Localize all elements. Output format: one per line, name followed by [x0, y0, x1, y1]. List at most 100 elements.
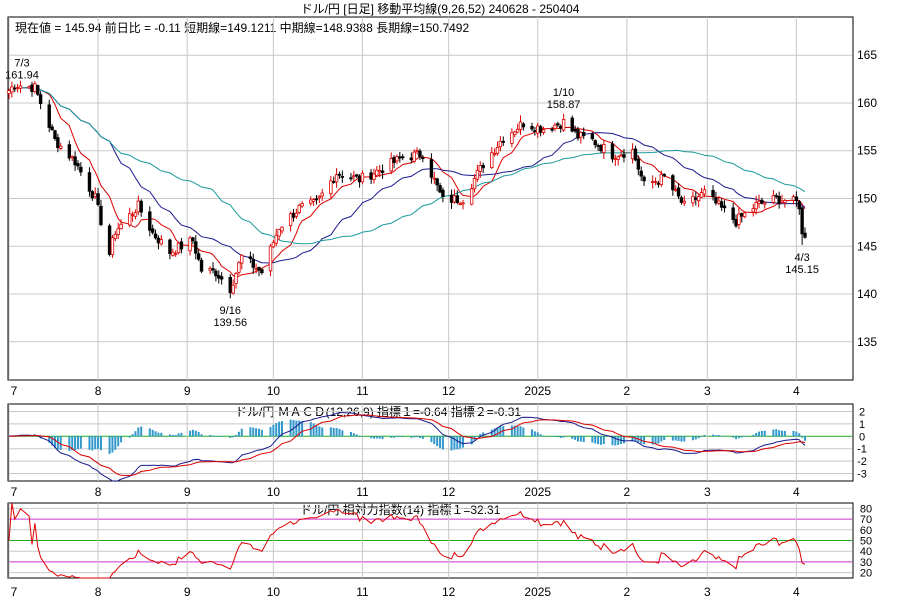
price-tick-label: 135	[857, 335, 877, 349]
x-tick-label: 12	[442, 384, 456, 398]
x-tick-label: 8	[95, 585, 102, 599]
candle-body	[148, 211, 152, 231]
candle-body	[602, 144, 606, 153]
macd-histogram-bar	[657, 436, 660, 444]
macd-histogram-bar	[321, 427, 324, 437]
candle-body	[337, 173, 342, 176]
macd-histogram-bar	[97, 436, 100, 449]
candle-body	[176, 242, 181, 254]
rsi-line	[8, 502, 806, 579]
x-tick-label: 8	[95, 485, 102, 499]
rsi-tick-label: 60	[860, 525, 872, 537]
candle-body	[691, 195, 695, 204]
candle-body	[432, 177, 436, 180]
candle-body	[196, 253, 201, 260]
candle-body	[217, 274, 221, 279]
macd-histogram-bar	[295, 420, 298, 437]
macd-histogram-bar	[775, 429, 778, 437]
x-tick-label: 8	[95, 384, 102, 398]
candle-body	[599, 144, 603, 152]
candle-body	[280, 226, 284, 232]
candle-body	[90, 191, 95, 199]
candle-body	[288, 213, 293, 226]
x-tick-label: 10	[267, 585, 281, 599]
candle-body	[360, 172, 365, 183]
candle-body	[498, 140, 503, 148]
x-tick-label: 11	[356, 384, 369, 398]
candle-body	[475, 170, 480, 180]
macd-histogram-bar	[556, 436, 559, 438]
macd-histogram-bar	[536, 432, 539, 437]
macd-histogram-bar	[249, 427, 252, 437]
candle-body	[478, 165, 482, 172]
x-tick-label: 7	[11, 585, 18, 599]
x-tick-label: 2025	[524, 485, 551, 499]
macd-histogram-bar	[691, 436, 694, 441]
macd-histogram-bar	[735, 436, 738, 440]
x-tick-label: 7	[11, 485, 18, 499]
x-tick-label: 12	[442, 585, 456, 599]
x-tick-label: 7	[11, 384, 18, 398]
macd-histogram-bar	[778, 430, 781, 437]
macd-histogram-bar	[781, 430, 784, 437]
candle-body	[392, 157, 396, 163]
macd-histogram-bar	[361, 436, 364, 437]
candle-body	[757, 200, 761, 204]
candle-body	[556, 123, 560, 126]
macd-tick-label: -3	[857, 469, 867, 481]
macd-histogram-bar	[232, 436, 235, 438]
x-tick-label: 10	[267, 485, 281, 499]
macd-histogram-bar	[599, 436, 602, 445]
macd-histogram-bar	[111, 436, 114, 453]
macd-histogram-bar	[760, 430, 763, 437]
candle-body	[642, 176, 646, 182]
candle-body	[536, 125, 540, 134]
macd-tick-label: 2	[859, 406, 865, 418]
candle-body	[139, 200, 143, 213]
macd-histogram-bar	[553, 436, 556, 437]
candle-body	[576, 129, 580, 139]
candle-body	[696, 196, 701, 202]
macd-histogram-bar	[48, 436, 51, 443]
x-tick-label: 2025	[524, 585, 551, 599]
macd-histogram-bar	[496, 427, 499, 437]
candle-body	[400, 156, 405, 159]
macd-histogram-bar	[559, 436, 562, 438]
price-tick-label: 155	[857, 144, 877, 158]
macd-histogram-bar	[74, 436, 77, 451]
macd-histogram-bar	[663, 436, 666, 440]
candle-body	[10, 86, 14, 93]
macd-histogram-bar	[140, 426, 143, 437]
candle-body	[501, 140, 505, 143]
candle-body	[671, 175, 675, 191]
macd-histogram-bar	[252, 427, 255, 437]
macd-histogram-bar	[740, 436, 743, 438]
macd-histogram-bar	[717, 435, 720, 437]
macd-histogram-bar	[783, 431, 786, 437]
macd-histogram-bar	[332, 427, 335, 437]
candle-body	[214, 270, 218, 277]
macd-histogram-bar	[137, 427, 140, 437]
candle-body	[357, 175, 362, 183]
macd-histogram-bar	[743, 436, 746, 437]
macd-histogram-bar	[602, 436, 605, 445]
candle-body	[699, 192, 704, 198]
macd-histogram-bar	[694, 436, 697, 440]
macd-histogram-bar	[381, 436, 384, 440]
macd-histogram-bar	[479, 433, 482, 437]
candle-body	[156, 237, 161, 244]
candle-body	[179, 241, 184, 250]
candle-body	[636, 158, 641, 170]
macd-histogram-bar	[660, 436, 663, 442]
candle-body	[268, 245, 273, 272]
macd-histogram-bar	[174, 435, 177, 437]
macd-histogram-bar	[341, 430, 344, 437]
candle-body	[53, 130, 57, 139]
annotation-date: 1/10	[553, 87, 574, 99]
macd-histogram-bar	[148, 428, 151, 437]
candle-body	[452, 195, 457, 203]
macd-histogram-bar	[591, 436, 594, 443]
candle-body	[199, 259, 204, 272]
candle-body	[251, 259, 255, 268]
